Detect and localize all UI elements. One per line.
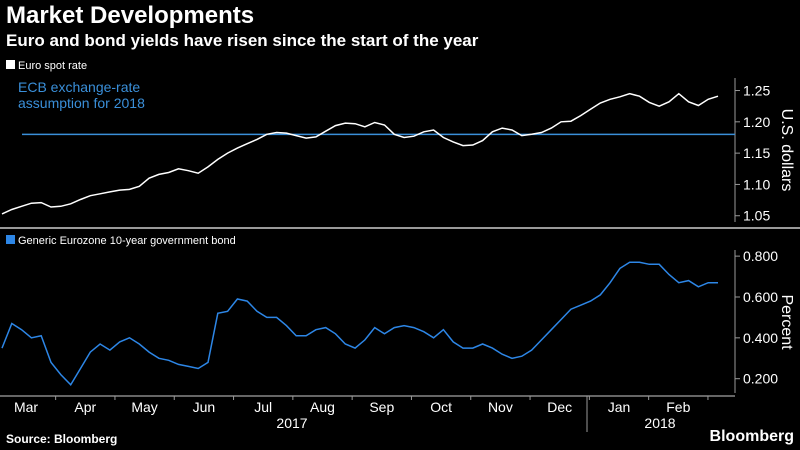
x-tick-label: Oct [430,399,452,415]
bottom-y-ticks: 0.200 0.400 0.600 0.800 [735,248,778,387]
x-tick-label: May [131,399,157,415]
bottom-y-tick-label: 0.600 [743,289,778,305]
bond-series-line [1,261,718,387]
top-y-axis-label: U.S. dollars [778,109,795,192]
year-label-2017: 2017 [276,415,307,431]
legend-swatch-euro [6,60,15,69]
legend-swatch-bond [6,235,15,244]
x-tick-label: Jul [254,399,272,415]
x-tick-label: Jun [193,399,216,415]
bottom-y-tick-label: 0.400 [743,330,778,346]
bloomberg-logo: Bloomberg [709,428,794,445]
chart-subtitle: Euro and bond yields have risen since th… [6,31,479,50]
top-y-tick-label: 1.10 [743,176,770,192]
legend-label-bond: Generic Eurozone 10-year government bond [18,235,236,247]
bottom-y-tick-label: 0.800 [743,248,778,264]
top-y-ticks: 1.05 1.10 1.15 1.20 1.25 [735,83,770,224]
top-y-tick-label: 1.20 [743,114,770,130]
x-tick-label: Nov [488,399,513,415]
x-tick-label: Dec [547,399,572,415]
annotation-line-1: ECB exchange-rate [18,79,140,95]
x-tick-label: Sep [369,399,394,415]
euro-series-line [1,92,719,215]
legend-label-euro: Euro spot rate [18,60,87,72]
x-tick-label: Jan [608,399,631,415]
bottom-y-tick-label: 0.200 [743,371,778,387]
x-tick-label: Feb [666,399,690,415]
x-tick-label: Apr [74,399,96,415]
x-tick-label: Mar [14,399,38,415]
year-label-2018: 2018 [644,415,675,431]
chart-title: Market Developments [6,2,255,29]
source-note: Source: Bloomberg [6,432,118,446]
x-axis-ticks: Mar Apr May Jun Jul Aug Sep Oct Nov Dec Jan Feb [14,396,709,415]
top-y-tick-label: 1.05 [743,208,770,224]
top-y-tick-label: 1.15 [743,145,770,161]
x-tick-label: Aug [310,399,335,415]
bottom-y-axis-label: Percent [778,294,795,350]
top-y-tick-label: 1.25 [743,83,770,99]
annotation-line-2: assumption for 2018 [18,95,145,111]
